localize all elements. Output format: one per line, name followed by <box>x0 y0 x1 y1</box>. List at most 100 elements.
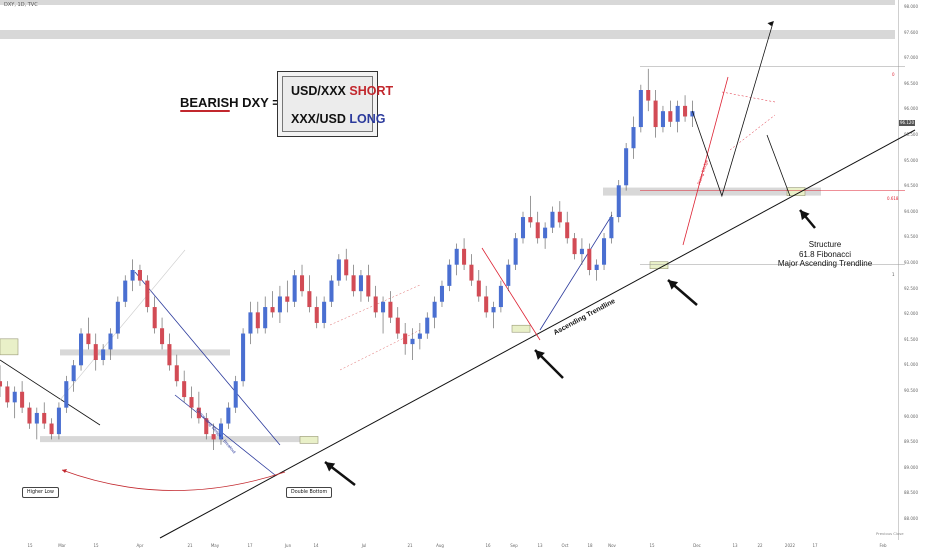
candle-body-42 <box>307 291 312 308</box>
y-tick-11: 92.500 <box>904 285 918 291</box>
x-tick-8: 14 <box>313 543 319 548</box>
candle-body-1 <box>5 386 10 403</box>
rising-wedge-label: Rising Wedge <box>696 158 709 185</box>
triangle-top <box>721 91 776 103</box>
candle-body-18 <box>130 270 135 281</box>
x-tick-10: 21 <box>407 543 413 548</box>
candle-body-93 <box>683 105 688 117</box>
pair-line-2: XXX/USD LONG <box>291 112 385 126</box>
candle-body-54 <box>395 317 400 334</box>
direction-long: LONG <box>349 112 386 126</box>
candle-body-87 <box>638 90 643 128</box>
candle-body-91 <box>668 111 673 122</box>
x-tick-15: Oct <box>561 543 569 548</box>
structure-line-3: Major Ascending Trendline <box>777 259 873 268</box>
upper-zone <box>0 30 895 39</box>
y-tick-9: 93.500 <box>904 234 918 240</box>
x-tick-13: Sep <box>510 543 518 548</box>
x-tick-11: Aug <box>436 543 444 548</box>
candle-body-71 <box>520 217 526 239</box>
annotation-layer: Ascending Trendline Descending Wedge + Br… <box>61 21 816 491</box>
candle-body-6 <box>42 412 47 424</box>
candle-body-23 <box>167 344 172 366</box>
candle-body-51 <box>373 296 378 313</box>
candle-body-77 <box>565 222 570 239</box>
resistance-zone-1 <box>60 349 230 356</box>
support-zone <box>40 436 310 443</box>
projected-path <box>692 21 774 198</box>
x-tick-6: 17 <box>247 543 253 548</box>
down-arrow <box>766 134 791 197</box>
candle-body-69 <box>506 264 511 286</box>
candle-body-65 <box>476 280 481 297</box>
candle-body-60 <box>439 285 445 302</box>
candle-body-26 <box>189 397 194 408</box>
candle-body-7 <box>49 423 54 435</box>
candle-body-44 <box>322 301 327 323</box>
candle-body-12 <box>86 333 91 345</box>
candle-body-35 <box>255 312 260 329</box>
candle-body-9 <box>64 381 69 408</box>
x-tick-22: 2022 <box>784 543 796 548</box>
candles-layer <box>0 68 695 450</box>
x-tick-2: 15 <box>93 543 99 548</box>
ascending-trendline <box>159 129 916 539</box>
pair-1: USD/XXX <box>291 84 346 98</box>
double-bottom-label: Double Bottom <box>286 487 333 498</box>
candle-body-57 <box>417 333 422 339</box>
y-tick-18: 89.000 <box>904 464 918 470</box>
x-tick-0: 15 <box>27 543 33 548</box>
blue-rising-line <box>539 214 613 331</box>
y-tick-16: 90.000 <box>904 413 918 419</box>
candle-body-36 <box>263 307 268 329</box>
x-tick-16: 18 <box>587 543 593 548</box>
y-tick-15: 90.500 <box>904 388 918 393</box>
price-axis[interactable] <box>898 0 932 540</box>
x-tick-18: 15 <box>649 543 655 548</box>
candle-body-27 <box>196 407 201 419</box>
candle-body-43 <box>314 307 319 323</box>
candle-body-37 <box>270 307 275 313</box>
candle-body-45 <box>329 280 334 302</box>
candle-body-89 <box>653 100 658 128</box>
y-tick-5: 95.500 <box>904 132 918 137</box>
pair-2: XXX/USD <box>291 112 346 126</box>
x-tick-1: Mar <box>58 543 66 548</box>
y-tick-10: 93.000 <box>904 260 918 265</box>
candle-body-46 <box>336 259 341 281</box>
candle-body-67 <box>491 307 496 313</box>
symbol-label: DXY, 1D, TVC <box>4 2 38 8</box>
x-tick-24: Feb <box>879 543 887 548</box>
pairs-box: USD/XXX SHORT XXX/USD LONG <box>277 71 393 137</box>
candle-body-83 <box>609 217 614 239</box>
candle-body-22 <box>160 328 165 345</box>
candle-body-30 <box>218 423 224 440</box>
x-tick-9: Jul <box>361 543 367 548</box>
x-tick-20: 13 <box>732 543 738 548</box>
candle-body-39 <box>285 296 290 302</box>
arrow-nov-head <box>668 280 679 290</box>
candle-body-21 <box>152 307 157 329</box>
candle-body-41 <box>299 275 305 292</box>
y-tick-14: 91.000 <box>904 362 918 368</box>
fib-618-label: 0.618 <box>887 196 899 201</box>
candle-body-19 <box>137 270 142 281</box>
candle-body-68 <box>498 285 503 308</box>
higher-low-label: Higher Low <box>22 487 59 498</box>
x-tick-4: 21 <box>187 543 193 548</box>
candle-body-0 <box>0 381 3 387</box>
candle-body-79 <box>579 248 584 255</box>
y-tick-0: 98.000 <box>904 4 918 9</box>
candle-body-4 <box>27 407 32 424</box>
candle-body-52 <box>381 301 386 313</box>
candle-body-16 <box>115 301 120 334</box>
direction-short: SHORT <box>349 84 394 98</box>
y-tick-7: 94.500 <box>904 183 918 189</box>
candle-body-40 <box>292 275 297 302</box>
structure-line-1: Structure <box>808 240 842 249</box>
candle-body-34 <box>248 312 253 334</box>
x-tick-5: May <box>210 543 220 548</box>
x-tick-12: 16 <box>485 543 491 548</box>
candle-body-3 <box>20 391 25 408</box>
